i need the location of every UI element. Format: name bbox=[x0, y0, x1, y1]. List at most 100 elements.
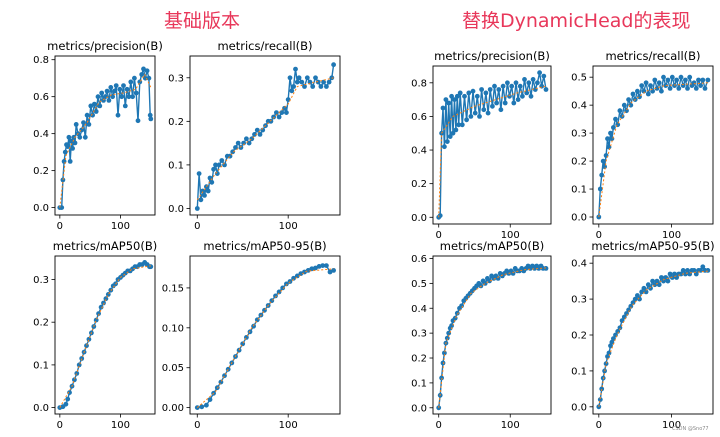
data-point bbox=[324, 84, 329, 89]
data-point bbox=[479, 87, 484, 92]
data-point bbox=[70, 146, 75, 151]
data-point bbox=[126, 94, 132, 100]
data-point bbox=[705, 268, 711, 273]
y-tick-label: 0.2 bbox=[33, 318, 49, 329]
x-tick-label: 0 bbox=[436, 230, 442, 241]
data-point bbox=[472, 110, 478, 116]
data-point bbox=[654, 278, 660, 284]
data-point bbox=[139, 72, 145, 77]
data-point bbox=[449, 93, 454, 99]
data-point bbox=[214, 171, 220, 177]
data-point bbox=[645, 282, 651, 288]
data-point bbox=[244, 136, 249, 142]
subplot-7: metrics/mAP50(B) 0 100 0.0 0.1 0.2 0.3 0.4 0.5 0.… bbox=[411, 239, 552, 431]
data-point bbox=[60, 177, 66, 183]
data-point bbox=[685, 86, 690, 91]
data-point bbox=[439, 375, 444, 381]
data-point bbox=[132, 75, 137, 81]
data-point bbox=[202, 193, 207, 198]
data-point bbox=[252, 132, 257, 137]
data-point bbox=[72, 140, 78, 146]
data-point bbox=[331, 62, 336, 68]
data-point bbox=[522, 77, 527, 82]
y-tick-label: 0.1 bbox=[571, 366, 587, 377]
smooth-trend-line bbox=[196, 268, 334, 408]
data-point bbox=[665, 278, 671, 284]
data-point bbox=[495, 276, 501, 281]
data-point bbox=[86, 122, 92, 127]
data-point bbox=[440, 360, 446, 366]
data-point bbox=[92, 101, 97, 107]
data-point bbox=[683, 77, 688, 83]
y-tick-label: 0.4 bbox=[411, 146, 427, 157]
y-tick-label: 0.3 bbox=[571, 295, 587, 306]
data-point bbox=[520, 93, 525, 99]
data-point bbox=[313, 265, 318, 271]
data-point bbox=[459, 122, 465, 128]
y-tick-label: 0.2 bbox=[571, 157, 587, 168]
data-point bbox=[93, 317, 99, 323]
data-point bbox=[59, 205, 65, 211]
data-point bbox=[667, 86, 673, 91]
subplot-4: metrics/mAP50-95(B) 0 100 0.00 0.05 0.10 0.15 bbox=[162, 239, 341, 431]
data-point bbox=[104, 88, 110, 94]
data-point bbox=[615, 329, 621, 334]
smooth-trend-line bbox=[438, 267, 547, 408]
data-point bbox=[661, 278, 666, 284]
data-point bbox=[626, 97, 631, 102]
data-point bbox=[194, 206, 200, 211]
data-point bbox=[496, 87, 502, 92]
y-tick-label: 0.2 bbox=[411, 179, 427, 190]
data-point bbox=[537, 70, 542, 76]
data-point bbox=[93, 109, 99, 114]
data-point bbox=[119, 94, 125, 100]
data-point bbox=[498, 107, 504, 113]
data-point bbox=[502, 100, 508, 106]
x-tick-label: 0 bbox=[596, 420, 602, 431]
data-point bbox=[685, 268, 690, 273]
x-tick-label: 100 bbox=[111, 420, 130, 431]
y-tick-label: 0.10 bbox=[162, 323, 184, 334]
data-point bbox=[483, 90, 489, 96]
data-point bbox=[652, 77, 658, 83]
data-point bbox=[443, 97, 449, 102]
data-point bbox=[287, 75, 293, 81]
data-point bbox=[112, 88, 117, 94]
data-point bbox=[635, 88, 640, 94]
y-tick-label: 0.3 bbox=[168, 73, 184, 84]
data-point bbox=[274, 110, 279, 115]
axes-frame bbox=[189, 255, 341, 415]
data-point bbox=[276, 289, 282, 295]
y-tick-label: 0.4 bbox=[411, 304, 427, 315]
data-point bbox=[122, 103, 128, 109]
data-point bbox=[200, 188, 206, 194]
data-point bbox=[509, 83, 515, 89]
data-point bbox=[291, 275, 296, 281]
axes-frame bbox=[592, 65, 714, 225]
y-tick-label: 0.4 bbox=[571, 259, 587, 270]
data-point bbox=[324, 263, 329, 268]
data-point bbox=[600, 158, 606, 164]
data-point bbox=[693, 86, 699, 91]
x-tick-label: 100 bbox=[111, 221, 130, 232]
data-point bbox=[244, 335, 249, 340]
y-tick-label: 0.2 bbox=[411, 354, 427, 365]
y-tick-label: 0.6 bbox=[411, 254, 427, 265]
y-tick-label: 0.8 bbox=[33, 55, 49, 66]
data-point bbox=[98, 304, 104, 310]
data-point bbox=[238, 145, 244, 150]
y-tick-label: 0.3 bbox=[411, 329, 427, 340]
data-point bbox=[500, 83, 506, 89]
y-tick-label: 0.0 bbox=[33, 403, 49, 414]
data-point bbox=[81, 120, 86, 125]
data-point bbox=[628, 303, 634, 309]
data-point bbox=[320, 263, 326, 268]
data-point bbox=[99, 90, 105, 96]
data-point bbox=[524, 90, 530, 96]
data-point bbox=[62, 149, 68, 155]
data-point bbox=[674, 77, 679, 83]
data-point bbox=[124, 86, 130, 92]
data-point bbox=[447, 134, 453, 140]
subplot-5: metrics/precision(B) 0 100 0.0 0.2 0.4 0.6 0.8 bbox=[411, 49, 552, 241]
y-tick-label: 0.05 bbox=[162, 363, 184, 374]
